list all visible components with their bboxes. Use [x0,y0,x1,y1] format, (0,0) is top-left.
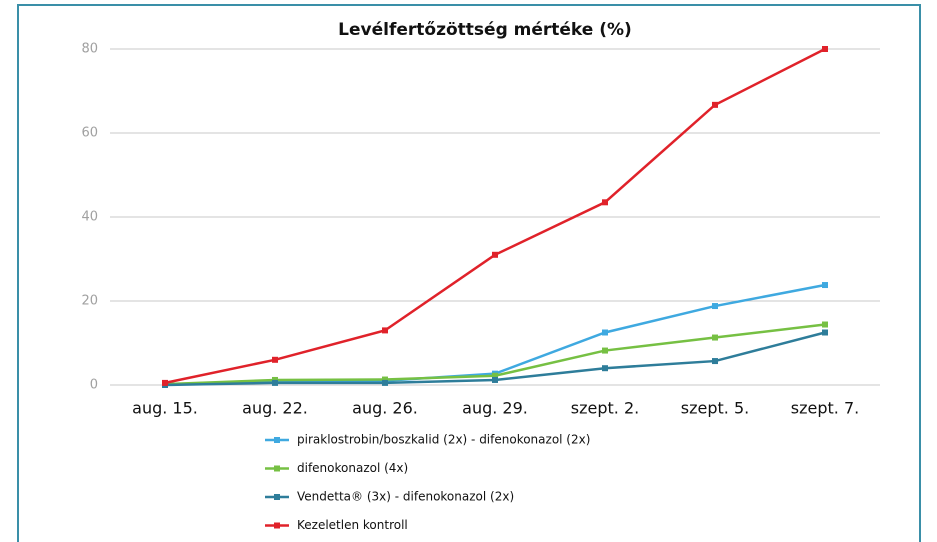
point-marker [162,379,168,386]
y-tick-label: 80 [81,42,98,57]
y-tick-label: 60 [81,126,98,141]
y-tick-label: 20 [81,294,98,309]
y-tick-label: 0 [90,378,98,393]
point-marker [712,303,718,310]
legend-marker [274,465,280,472]
legend-label: Kezeletlen kontroll [297,518,408,532]
point-marker [492,251,498,258]
x-tick-label: szept. 5. [681,399,749,418]
point-marker [822,329,828,336]
point-marker [712,101,718,108]
legend-label: difenokonazol (4x) [297,461,408,475]
y-tick-label: 40 [81,210,98,225]
point-marker [602,365,608,372]
point-marker [492,372,498,379]
point-marker [712,334,718,341]
point-marker [822,46,828,52]
point-marker [382,379,388,386]
point-marker [602,347,608,354]
x-tick-label: aug. 26. [352,399,418,418]
point-marker [382,376,388,383]
legend-marker [274,494,280,500]
legend-marker [274,437,280,443]
x-tick-label: szept. 7. [791,399,859,418]
legend-marker [274,522,280,529]
x-tick-label: aug. 22. [242,399,308,418]
x-tick-label: szept. 2. [571,399,639,418]
legend-label: Vendetta® (3x) - difenokonazol (2x) [297,490,514,504]
x-tick-label: aug. 29. [462,399,528,418]
point-marker [272,379,278,386]
point-marker [822,321,828,328]
point-marker [272,356,278,363]
legend-label: piraklostrobin/boszkalid (2x) - difenoko… [297,433,590,447]
point-marker [712,358,718,365]
point-marker [382,327,388,334]
chart-title: Levélfertőzöttség mértéke (%) [338,20,632,40]
point-marker [492,376,498,383]
point-marker [602,199,608,206]
x-tick-label: aug. 15. [132,399,198,418]
point-marker [822,282,828,289]
point-marker [602,329,608,336]
